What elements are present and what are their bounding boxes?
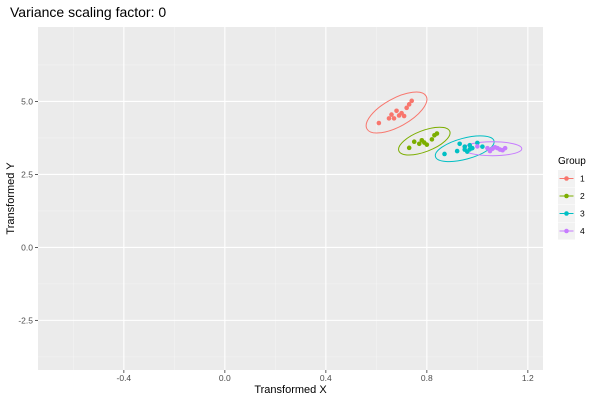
major-gridlines — [38, 27, 543, 370]
group-1-point — [406, 102, 412, 107]
legend-label-4: 4 — [580, 226, 585, 236]
x-axis-title: Transformed X — [254, 384, 327, 396]
plot-panel — [38, 27, 543, 370]
group-1-point — [394, 108, 399, 114]
y-axis-title: Transformed Y — [5, 162, 17, 235]
legend-label-2: 2 — [580, 191, 585, 201]
data-points — [376, 98, 508, 157]
y-tick-label: 0.0 — [21, 242, 33, 252]
group-1-point — [409, 98, 415, 104]
legend-label-3: 3 — [580, 209, 585, 219]
group-1-point — [389, 112, 394, 117]
group-3-point — [480, 144, 485, 149]
x-tick-label: 0.0 — [219, 373, 231, 383]
group-2-point — [434, 131, 440, 136]
legend-key-point-1 — [564, 176, 569, 181]
group-3-ellipse — [434, 135, 495, 163]
x-axis-ticks: -0.4 0.0 0.4 0.8 1.2 — [117, 370, 534, 383]
legend-title: Group — [558, 156, 586, 167]
y-tick-label: -2.5 — [18, 315, 33, 325]
x-tick-label: -0.4 — [117, 373, 132, 383]
group-2-point — [411, 139, 417, 145]
group-2-point — [429, 137, 435, 142]
group-3-point — [454, 148, 460, 154]
legend: Group 1 2 3 4 — [558, 156, 586, 240]
group-4-point — [502, 145, 508, 151]
y-tick-label: 2.5 — [21, 169, 33, 179]
group-1-ellipse — [365, 91, 428, 134]
chart-title: Variance scaling factor: 0 — [10, 4, 166, 20]
group-1-point — [404, 105, 409, 111]
group-2-ellipse — [398, 126, 451, 156]
legend-key-point-4 — [564, 228, 569, 234]
group-2-point — [406, 145, 412, 151]
group-3-point — [470, 145, 475, 151]
group-2-point — [416, 141, 422, 147]
legend-label-1: 1 — [580, 174, 585, 184]
x-tick-label: 0.4 — [320, 373, 332, 383]
group-1-point — [386, 116, 392, 121]
group-3-point — [475, 140, 480, 146]
group-1-point — [391, 116, 397, 121]
legend-key-point-2 — [564, 193, 569, 199]
group-3-point — [442, 151, 447, 157]
group-2-point — [424, 142, 430, 147]
x-tick-label: 1.2 — [522, 373, 534, 383]
group-3-point — [457, 141, 462, 147]
y-axis-ticks: -2.5 0.0 2.5 5.0 — [18, 96, 38, 325]
group-1-point — [376, 120, 382, 126]
minor-gridlines — [38, 27, 543, 370]
group-1-point — [401, 113, 407, 119]
group-4-point — [475, 144, 480, 149]
x-tick-label: 0.8 — [421, 373, 433, 383]
y-tick-label: 5.0 — [21, 96, 33, 106]
legend-key-point-3 — [564, 211, 569, 216]
